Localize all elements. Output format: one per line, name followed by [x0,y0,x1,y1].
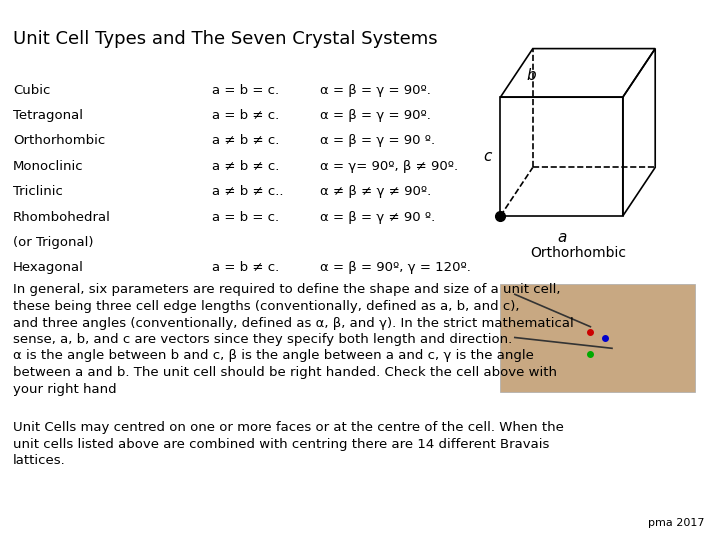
Text: b: b [526,68,536,83]
Text: Hexagonal: Hexagonal [13,261,84,274]
Text: α = γ= 90º, β ≠ 90º.: α = γ= 90º, β ≠ 90º. [320,160,459,173]
Text: c: c [483,149,492,164]
Text: a = b = c.: a = b = c. [212,84,279,97]
Text: a ≠ b ≠ c.: a ≠ b ≠ c. [212,160,280,173]
Text: a ≠ b ≠ c.: a ≠ b ≠ c. [212,134,280,147]
Text: Orthorhombic: Orthorhombic [13,134,105,147]
Text: Rhombohedral: Rhombohedral [13,211,111,224]
Text: α = β = 90º, γ = 120º.: α = β = 90º, γ = 120º. [320,261,472,274]
Text: Unit Cells may centred on one or more faces or at the centre of the cell. When t: Unit Cells may centred on one or more fa… [13,421,564,467]
Text: In general, six parameters are required to define the shape and size of a unit c: In general, six parameters are required … [13,284,574,395]
Text: Tetragonal: Tetragonal [13,109,83,122]
Text: Triclinic: Triclinic [13,185,63,198]
Text: α = β = γ = 90º.: α = β = γ = 90º. [320,84,431,97]
Text: a = b ≠ c.: a = b ≠ c. [212,261,279,274]
Text: (or Trigonal): (or Trigonal) [13,236,94,249]
Text: α = β = γ = 90º.: α = β = γ = 90º. [320,109,431,122]
Text: α ≠ β ≠ γ ≠ 90º.: α ≠ β ≠ γ ≠ 90º. [320,185,432,198]
Text: α = β = γ = 90 º.: α = β = γ = 90 º. [320,134,436,147]
FancyBboxPatch shape [500,284,695,392]
Text: a = b = c.: a = b = c. [212,211,279,224]
Text: pma 2017: pma 2017 [648,518,704,528]
Text: α = β = γ ≠ 90 º.: α = β = γ ≠ 90 º. [320,211,436,224]
Text: Unit Cell Types and The Seven Crystal Systems: Unit Cell Types and The Seven Crystal Sy… [13,30,438,48]
Text: Cubic: Cubic [13,84,50,97]
Text: a ≠ b ≠ c..: a ≠ b ≠ c.. [212,185,284,198]
Text: a: a [557,230,567,245]
Text: a = b ≠ c.: a = b ≠ c. [212,109,279,122]
Text: Monoclinic: Monoclinic [13,160,84,173]
Text: Orthorhombic: Orthorhombic [530,246,626,260]
